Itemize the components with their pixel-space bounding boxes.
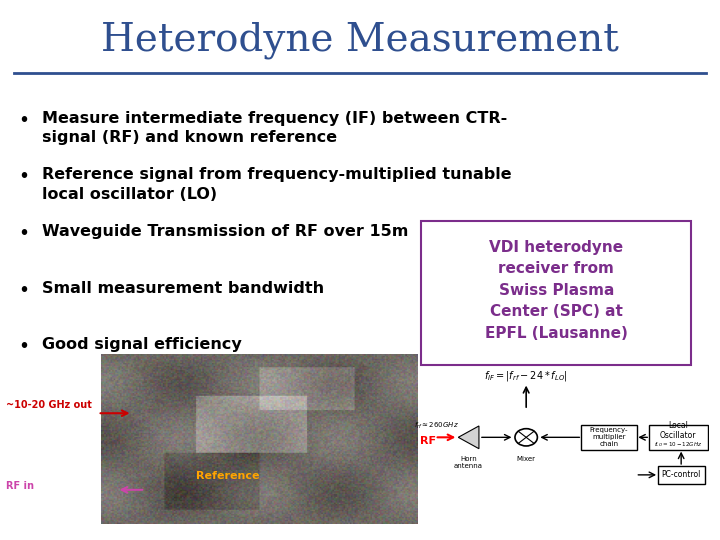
Text: $f_{rf}\approx260GHz$: $f_{rf}\approx260GHz$ bbox=[414, 421, 459, 431]
FancyBboxPatch shape bbox=[657, 466, 705, 484]
Text: Reference signal from frequency-multiplied tunable
local oscillator (LO): Reference signal from frequency-multipli… bbox=[42, 167, 511, 201]
Text: Frequency-
multiplier
chain: Frequency- multiplier chain bbox=[590, 427, 628, 447]
Text: Mixer: Mixer bbox=[517, 456, 536, 462]
Text: Heterodyne Measurement: Heterodyne Measurement bbox=[101, 22, 619, 59]
Text: •: • bbox=[18, 111, 29, 130]
Text: PC-control: PC-control bbox=[662, 470, 701, 480]
Text: Good signal efficiency: Good signal efficiency bbox=[42, 338, 241, 353]
Text: ~10-20 GHz out: ~10-20 GHz out bbox=[6, 400, 91, 410]
FancyBboxPatch shape bbox=[421, 221, 691, 364]
Text: $f_{LO}=10-12GHz$: $f_{LO}=10-12GHz$ bbox=[654, 440, 702, 449]
Text: •: • bbox=[18, 338, 29, 356]
Text: Small measurement bandwidth: Small measurement bandwidth bbox=[42, 281, 324, 296]
Text: RF in: RF in bbox=[6, 481, 34, 491]
Text: Reference: Reference bbox=[196, 471, 259, 481]
FancyBboxPatch shape bbox=[581, 425, 637, 450]
Polygon shape bbox=[458, 426, 479, 449]
FancyBboxPatch shape bbox=[649, 425, 708, 450]
Text: $f_{IF} = |f_{rf} - 24*f_{LO}|$: $f_{IF} = |f_{rf} - 24*f_{LO}|$ bbox=[485, 369, 568, 383]
Text: Horn
antenna: Horn antenna bbox=[454, 456, 483, 469]
Text: VDI heterodyne
receiver from
Swiss Plasma
Center (SPC) at
EPFL (Lausanne): VDI heterodyne receiver from Swiss Plasm… bbox=[485, 240, 628, 341]
Text: Measure intermediate frequency (IF) between CTR-
signal (RF) and known reference: Measure intermediate frequency (IF) betw… bbox=[42, 111, 507, 145]
Text: •: • bbox=[18, 224, 29, 243]
Text: •: • bbox=[18, 281, 29, 300]
Text: •: • bbox=[18, 167, 29, 186]
Text: Waveguide Transmission of RF over 15m: Waveguide Transmission of RF over 15m bbox=[42, 224, 408, 239]
Text: Local
Oscillator: Local Oscillator bbox=[660, 421, 696, 440]
Text: RF: RF bbox=[420, 436, 436, 446]
